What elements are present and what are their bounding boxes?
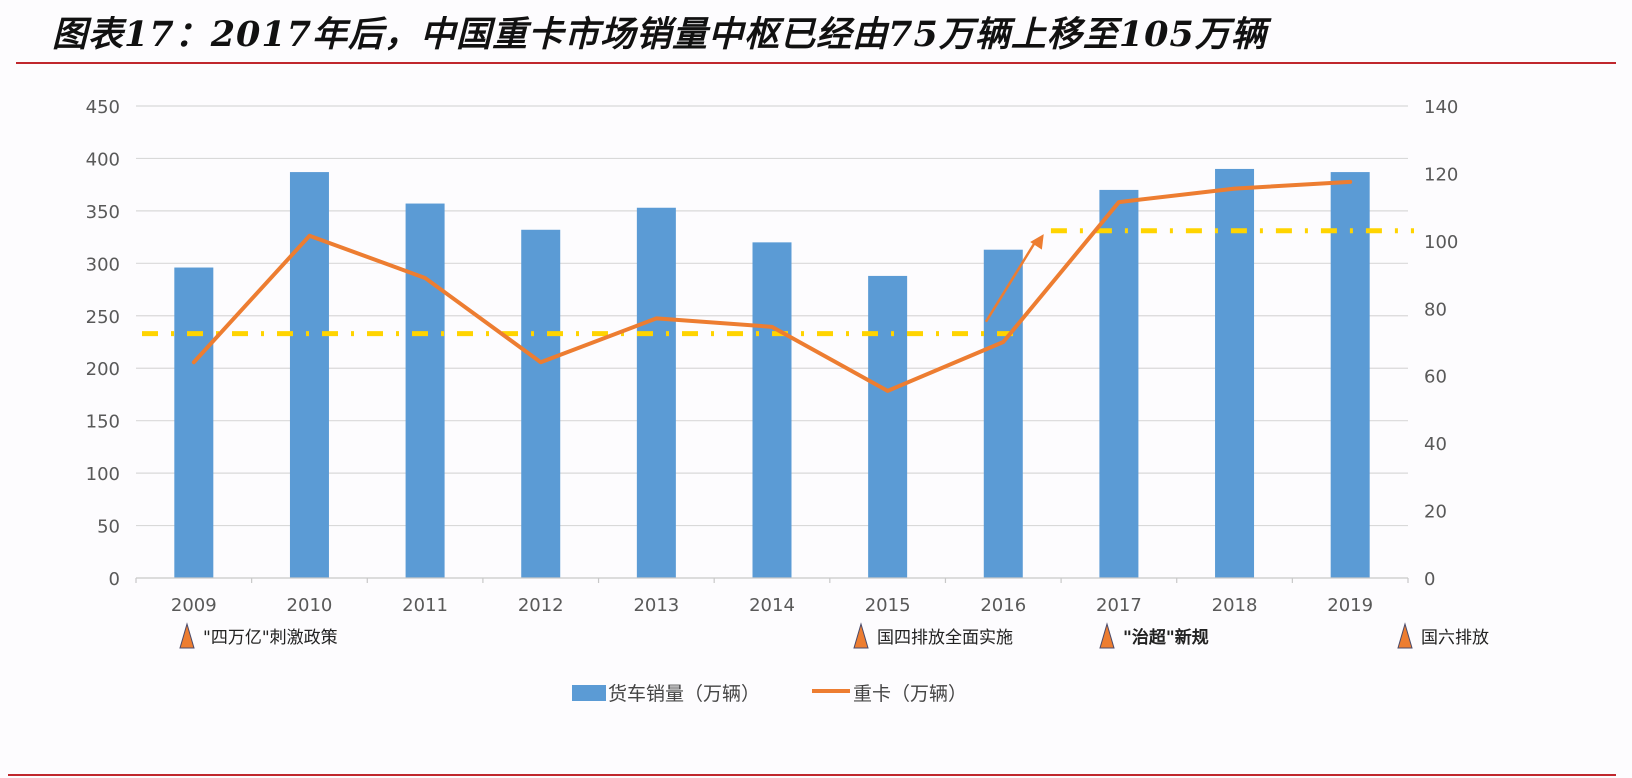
left-axis-tick: 150 xyxy=(86,412,120,433)
left-axis-tick: 0 xyxy=(109,569,120,590)
warning-triangle-icon xyxy=(1099,622,1115,649)
x-axis-label: 2011 xyxy=(402,595,448,616)
right-axis-tick: 40 xyxy=(1424,434,1447,455)
chart-title: 图表17：2017年后，中国重卡市场销量中枢已经由75万辆上移至105万辆 xyxy=(52,14,1267,55)
right-axis-tick: 20 xyxy=(1424,502,1447,523)
right-axis-ticks: 0 20 40 60 80 100 120 140 xyxy=(1424,97,1458,590)
left-axis-tick: 200 xyxy=(86,359,120,380)
bar-2009 xyxy=(174,267,214,578)
warning-triangle-icon xyxy=(179,622,195,649)
right-axis-tick: 80 xyxy=(1424,299,1447,320)
legend: 货车销量（万辆） 重卡（万辆） xyxy=(572,683,967,705)
x-axis-label: 2013 xyxy=(633,595,679,616)
warning-triangle-icon xyxy=(853,622,869,649)
bar-2013 xyxy=(636,207,676,578)
x-axis-label: 2009 xyxy=(171,595,217,616)
annotation-item: 国四排放全面实施 xyxy=(853,622,1013,649)
x-axis-label: 2019 xyxy=(1327,595,1373,616)
annotation-label: "治超"新规 xyxy=(1123,627,1209,648)
left-axis-tick: 50 xyxy=(97,517,120,538)
x-axis-label: 2010 xyxy=(287,595,333,616)
annotation-label: 国六排放 xyxy=(1421,628,1489,648)
reference-lines xyxy=(142,228,1414,337)
annotation-label: 国四排放全面实施 xyxy=(877,628,1013,648)
x-axis-label: 2018 xyxy=(1212,595,1258,616)
bar-2015 xyxy=(868,275,908,578)
trend-arrow-annotation xyxy=(984,234,1044,323)
legend-label: 货车销量（万辆） xyxy=(608,683,760,705)
right-axis-tick: 0 xyxy=(1424,569,1435,590)
arrow-shaft xyxy=(984,240,1037,323)
line-series-heavy-truck xyxy=(191,179,1353,393)
x-axis-label: 2015 xyxy=(865,595,911,616)
right-axis-tick: 120 xyxy=(1424,164,1458,185)
x-axis-label: 2014 xyxy=(749,595,795,616)
bar-2011 xyxy=(405,203,445,578)
legend-bar-swatch-icon xyxy=(572,685,606,701)
right-axis-tick: 140 xyxy=(1424,97,1458,118)
bar-2017 xyxy=(1099,189,1139,578)
annotation-item: "治超"新规 xyxy=(1099,622,1209,649)
x-axis: 2009 2010 2011 2012 2013 2014 2015 2016 2017 2018… xyxy=(135,577,1409,616)
gridlines xyxy=(136,105,1408,527)
left-axis-tick: 450 xyxy=(86,97,120,118)
x-axis-label: 2016 xyxy=(980,595,1026,616)
x-axis-label: 2012 xyxy=(518,595,564,616)
footer-divider xyxy=(8,774,1616,776)
left-axis-ticks: 0 50 100 150 200 250 300 350 400 450 xyxy=(86,97,120,590)
left-axis-tick: 350 xyxy=(86,202,120,223)
title-divider xyxy=(16,62,1616,64)
event-annotations: "四万亿"刺激政策 国四排放全面实施 "治超"新规 国六排放 xyxy=(179,622,1489,649)
arrow-head-icon xyxy=(1030,234,1044,250)
bar-2014 xyxy=(752,242,792,578)
bar-2012 xyxy=(521,229,561,578)
bar-2019 xyxy=(1330,172,1370,578)
bar-2010 xyxy=(289,172,329,578)
left-axis-tick: 300 xyxy=(86,254,120,275)
legend-label: 重卡（万辆） xyxy=(853,683,967,705)
annotation-item: "四万亿"刺激政策 xyxy=(179,622,338,649)
x-axis-label: 2017 xyxy=(1096,595,1142,616)
annotation-item: 国六排放 xyxy=(1397,622,1489,649)
left-axis-tick: 400 xyxy=(86,149,120,170)
bar-2018 xyxy=(1215,168,1255,578)
annotation-label: "四万亿"刺激政策 xyxy=(203,628,338,648)
heavy-truck-line xyxy=(191,179,1353,393)
legend-item-truck-sales: 货车销量（万辆） xyxy=(572,683,760,705)
left-axis-tick: 250 xyxy=(86,307,120,328)
right-axis-tick: 60 xyxy=(1424,367,1447,388)
left-axis-tick: 100 xyxy=(86,464,120,485)
bar-2016 xyxy=(983,249,1023,578)
right-axis-tick: 100 xyxy=(1424,232,1458,253)
warning-triangle-icon xyxy=(1397,622,1413,649)
legend-item-heavy-truck: 重卡（万辆） xyxy=(812,683,967,705)
